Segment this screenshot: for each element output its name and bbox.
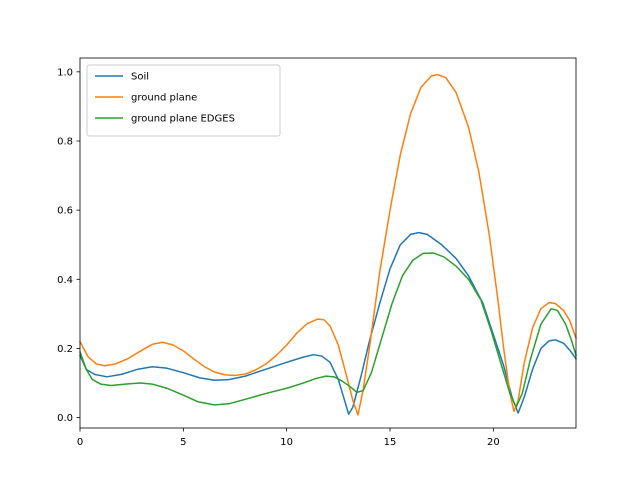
x-tick-label: 5: [180, 437, 186, 448]
y-tick-label: 0.0: [57, 413, 73, 424]
legend-label-2: ground plane EDGES: [131, 114, 235, 125]
x-tick-label: 10: [280, 437, 293, 448]
legend-label-1: ground plane: [131, 93, 197, 104]
series-line-2: [79, 252, 577, 408]
axes-frame: [79, 57, 577, 429]
series-line-1: [79, 73, 577, 416]
x-tick-label: 20: [487, 437, 500, 448]
y-tick-label: 0.6: [57, 206, 73, 217]
y-tick-label: 1.0: [57, 67, 73, 78]
legend-label-0: Soil: [131, 72, 149, 83]
series-line-0: [79, 231, 577, 415]
x-tick-label: 0: [77, 437, 83, 448]
y-tick-label: 0.2: [57, 344, 73, 355]
y-tick-label: 0.4: [57, 275, 73, 286]
legend: Soil ground plane ground plane EDGES: [86, 64, 281, 137]
legend-box: [86, 64, 281, 137]
y-axis: 0.0 0.2 0.4 0.6 0.8 1.0: [57, 67, 80, 424]
plot-area-border: [79, 57, 577, 429]
x-tick-label: 15: [384, 437, 397, 448]
x-axis: 0 5 10 15 20: [77, 428, 500, 448]
series-layer: [79, 73, 577, 416]
y-tick-label: 0.8: [57, 136, 73, 147]
